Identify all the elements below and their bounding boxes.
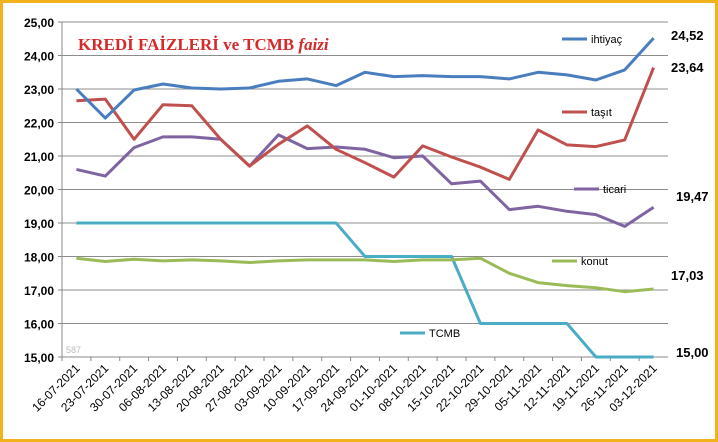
chart-title-main: KREDİ FAİZLERİ ve TCMB [78,35,294,54]
series-line-ihtiyac [75,37,655,120]
chart-title: KREDİ FAİZLERİ ve TCMB faizi [78,35,329,54]
plot-note: 587 [66,345,81,355]
y-tick-label: 21,00 [24,150,54,164]
legend-label-tcmb: TCMB [429,328,460,340]
chart-title-italic: faizi [298,35,329,54]
y-tick-label: 19,00 [24,217,54,231]
legend-label-konut: konut [581,256,608,268]
end-labels: 24,52 23,64 19,47 17,03 15,00 [671,28,709,360]
x-tick-labels: 16-07-202123-07-202130-07-202106-08-2021… [29,357,660,415]
series-line-tcmb [76,221,654,359]
y-tick-label: 22,00 [24,117,54,131]
y-tick-label: 15,00 [24,351,54,365]
end-label-tcmb: 15,00 [676,345,709,360]
end-label-konut: 17,03 [671,268,704,283]
end-label-ihtiyac: 24,52 [671,28,704,43]
series-line-konut [76,256,654,294]
end-label-ticari: 19,47 [676,189,709,204]
legend: ihtiyaç taşıt ticari konut TCMB [400,34,626,340]
y-tick-label: 25,00 [24,16,54,30]
y-tick-label: 23,00 [24,83,54,97]
y-tick-label: 17,00 [24,284,54,298]
legend-label-tasit: taşıt [591,107,612,119]
y-tick-labels: 15,00 16,00 17,00 18,00 19,00 20,00 21,00 22,00… [24,16,62,365]
y-tick-label: 20,00 [24,184,54,198]
legend-label-ihtiyac: ihtiyaç [591,34,623,46]
y-tick-label: 18,00 [24,251,54,265]
series-line-tasit [76,67,655,181]
grid-lines [62,21,668,324]
y-tick-label: 24,00 [24,50,54,64]
series-line-ticari [76,133,655,228]
end-label-tasit: 23,64 [671,60,704,75]
y-tick-label: 16,00 [24,318,54,332]
series-layer [75,37,655,359]
legend-label-ticari: ticari [603,184,626,196]
